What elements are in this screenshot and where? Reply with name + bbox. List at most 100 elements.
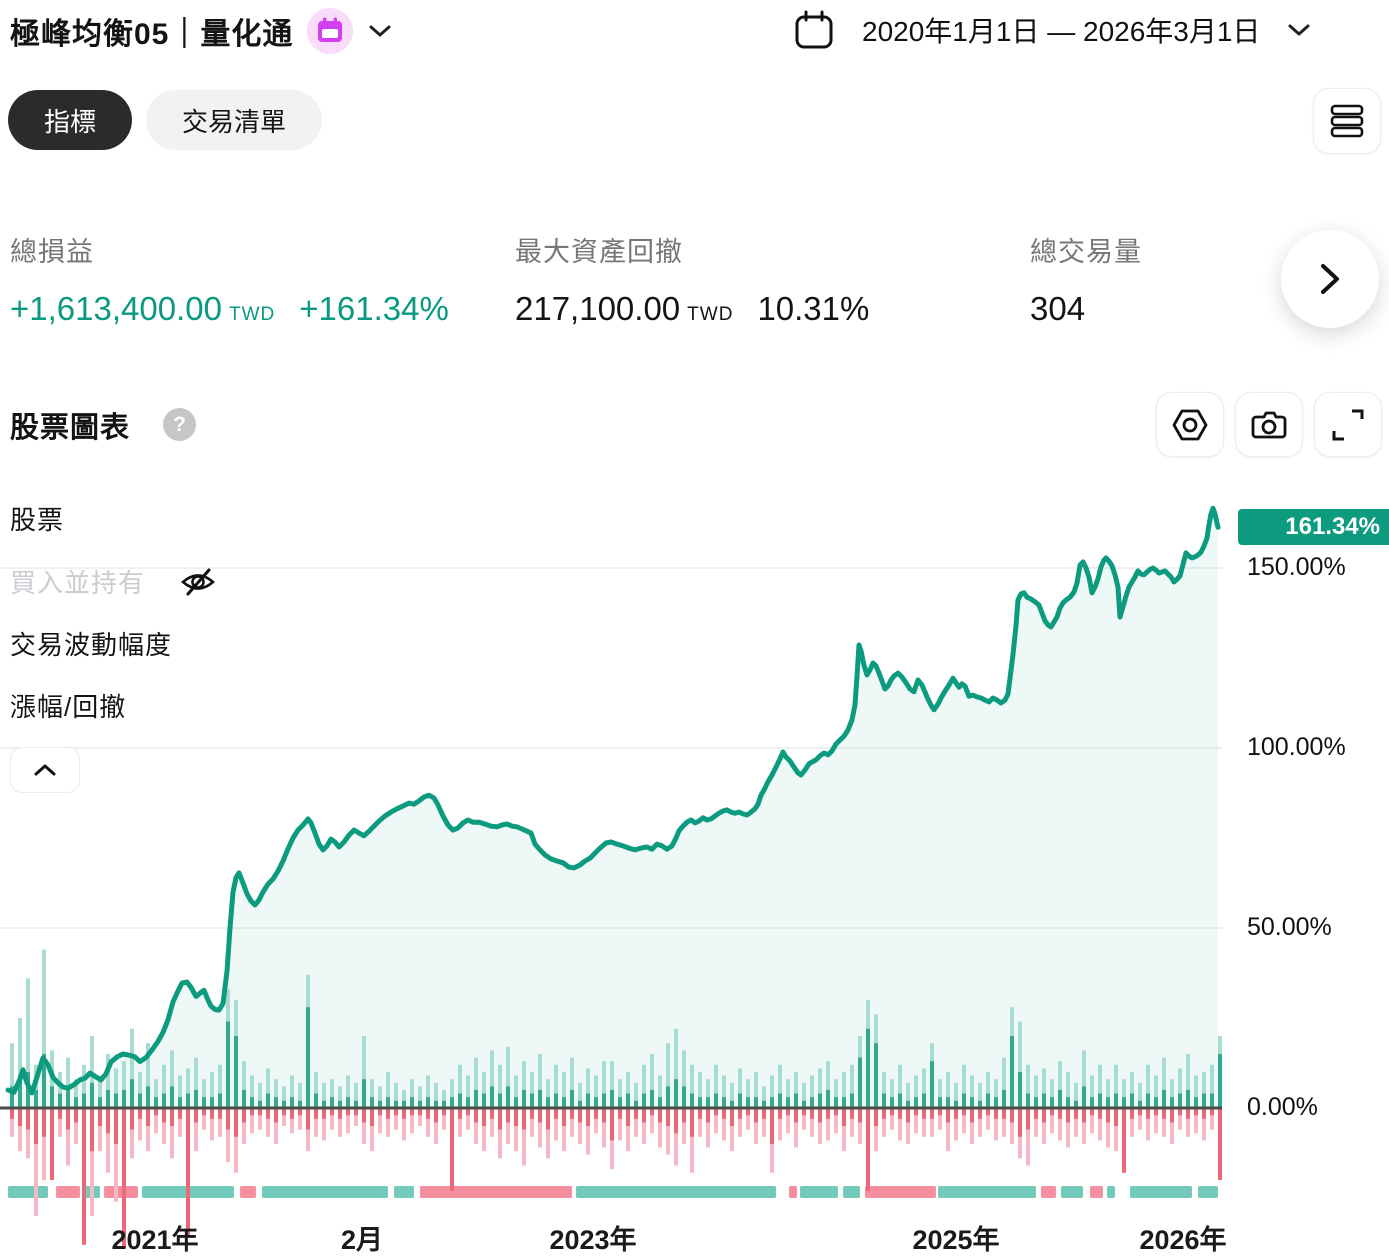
gain-bar [978,1100,982,1108]
volatility-bar-up [434,1082,438,1108]
volatility-bar-down [898,1108,902,1141]
tab-trade-list[interactable]: 交易清單 [146,90,323,150]
gain-bar [634,1100,638,1108]
drawdown-bar [874,1108,878,1126]
drawdown-bar [730,1108,734,1126]
chart-fullscreen-button[interactable] [1314,392,1382,457]
tab-indicators[interactable]: 指標 [8,90,133,150]
gain-bar [930,1061,934,1108]
gain-bar [530,1093,534,1108]
collapse-legend-button[interactable] [10,747,80,793]
volatility-bar-down [242,1108,246,1144]
volatility-bar-down [1026,1108,1030,1166]
gain-bar [770,1097,774,1108]
gain-bar [354,1100,358,1108]
date-range-selector[interactable]: 2020年1月1日 — 2026年3月1日 [792,8,1312,52]
volatility-bar-up [890,1079,894,1108]
volatility-bar-up [178,1075,182,1108]
volatility-bar-up [1082,1050,1086,1108]
volatility-bar-down [282,1108,286,1126]
volatility-bar-down [1146,1108,1150,1141]
volatility-bar-up [314,1072,318,1108]
volatility-bar-down [170,1108,174,1159]
chart-settings-button[interactable] [1156,392,1224,457]
volatility-bar-up [594,1075,598,1108]
gain-bar [826,1090,830,1108]
volatility-bar-up [666,1043,670,1108]
volatility-bar-up [738,1068,742,1108]
drawdown-bar [474,1108,478,1123]
volatility-bar-up [346,1075,350,1108]
volatility-bar-down [890,1108,894,1130]
volatility-bar-down [42,1108,46,1180]
gain-bar [666,1086,670,1108]
next-stats-button[interactable] [1281,230,1379,328]
volatility-bar-up [674,1028,678,1108]
volatility-bar-down [194,1108,198,1152]
volatility-bar-down [114,1108,118,1202]
legend-volatility[interactable]: 交易波動幅度 [10,625,172,662]
drawdown-bar [146,1108,150,1126]
volatility-bar-down [562,1108,566,1152]
volatility-bar-down [146,1108,150,1152]
drawdown-bar [562,1108,566,1126]
volatility-bar-up [42,949,46,1108]
volatility-bar-up [578,1082,582,1108]
volatility-bar-down [682,1108,686,1144]
zero-line [0,1106,1222,1110]
volatility-bar-down [18,1108,22,1152]
gain-bar [330,1097,334,1108]
help-icon[interactable]: ? [163,408,196,441]
gain-bar [226,1021,230,1108]
drawdown-bar [754,1108,758,1123]
volatility-bar-up [402,1090,406,1108]
gain-bar [426,1097,430,1108]
volatility-bar-up [1210,1064,1214,1108]
volatility-bar-up [386,1072,390,1108]
legend-equity[interactable]: 股票 [10,500,64,537]
position-strip-segment [8,1186,48,1198]
volatility-bar-up [458,1064,462,1108]
legend-buy-hold[interactable]: 買入並持有 [10,563,217,600]
chart-snapshot-button[interactable] [1235,392,1303,457]
gain-bar [1218,1054,1222,1108]
drawdown-bar [602,1108,606,1123]
drawdown-bar [1074,1108,1078,1119]
gain-bar [1138,1100,1142,1108]
eye-off-icon[interactable] [179,565,217,599]
volatility-bar-up [274,1079,278,1108]
drawdown-bar [666,1108,670,1126]
volatility-bar-down [234,1108,238,1173]
drawdown-bar [850,1108,854,1119]
volatility-bar-down [1106,1108,1110,1148]
gain-bar [394,1100,398,1108]
volatility-bar-up [482,1072,486,1108]
volatility-bar-down [746,1108,750,1130]
volatility-bar-up [394,1082,398,1108]
drawdown-bar [434,1108,438,1123]
position-strip-segment [1090,1186,1103,1198]
drawdown-bar [834,1108,838,1116]
gain-bar [938,1097,942,1108]
list-view-button[interactable] [1313,88,1381,154]
drawdown-bar [938,1108,942,1116]
volatility-bar-up [810,1075,814,1108]
drawdown-bar [978,1108,982,1119]
gain-bar [410,1097,414,1108]
gain-bar [274,1097,278,1108]
volatility-bar-up [370,1079,374,1108]
drawdown-bar [1082,1108,1086,1123]
gain-bar [1210,1093,1214,1108]
volatility-bar-up [762,1086,766,1108]
volatility-bar-up [1146,1064,1150,1108]
gain-bar [682,1086,686,1108]
volatility-bar-down [226,1108,230,1162]
volatility-bar-down [130,1108,134,1159]
volatility-bar-down [786,1108,790,1134]
volatility-bar-down [522,1108,526,1166]
gain-bar [82,1093,86,1108]
volatility-bar-up [1122,1079,1126,1108]
title-chevron-down-icon[interactable] [367,22,393,40]
legend-gain-drawdown[interactable]: 漲幅/回撤 [10,687,126,724]
